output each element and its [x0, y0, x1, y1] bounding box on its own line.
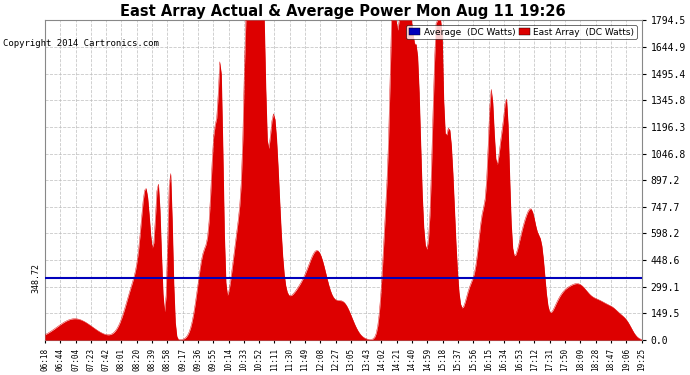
- Title: East Array Actual & Average Power Mon Aug 11 19:26: East Array Actual & Average Power Mon Au…: [121, 4, 566, 19]
- Text: Copyright 2014 Cartronics.com: Copyright 2014 Cartronics.com: [3, 39, 159, 48]
- Legend: Average  (DC Watts), East Array  (DC Watts): Average (DC Watts), East Array (DC Watts…: [406, 25, 637, 39]
- Text: 348.72: 348.72: [32, 263, 41, 293]
